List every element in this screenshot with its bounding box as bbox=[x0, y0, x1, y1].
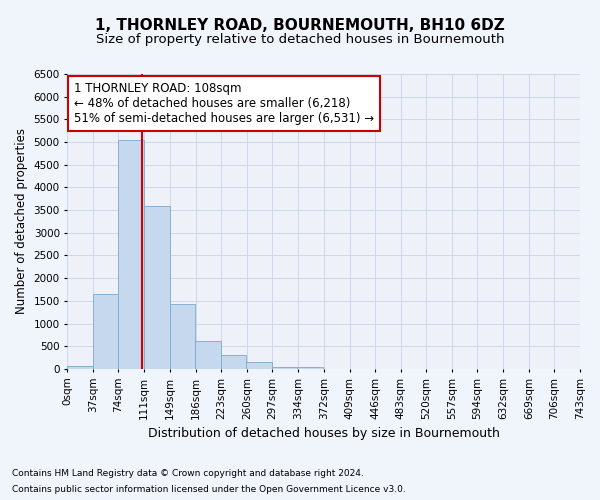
Text: 1 THORNLEY ROAD: 108sqm
← 48% of detached houses are smaller (6,218)
51% of semi: 1 THORNLEY ROAD: 108sqm ← 48% of detache… bbox=[74, 82, 374, 125]
Bar bbox=[170, 304, 195, 369]
Bar bbox=[195, 340, 221, 369]
Text: Size of property relative to detached houses in Bournemouth: Size of property relative to detached ho… bbox=[96, 32, 504, 46]
Text: 1, THORNLEY ROAD, BOURNEMOUTH, BH10 6DZ: 1, THORNLEY ROAD, BOURNEMOUTH, BH10 6DZ bbox=[95, 18, 505, 32]
Bar bbox=[67, 366, 93, 369]
Bar bbox=[221, 356, 246, 369]
Bar bbox=[118, 140, 144, 369]
Bar bbox=[93, 294, 118, 369]
Bar bbox=[246, 362, 272, 369]
Bar bbox=[297, 366, 323, 369]
X-axis label: Distribution of detached houses by size in Bournemouth: Distribution of detached houses by size … bbox=[148, 427, 500, 440]
Bar bbox=[272, 366, 297, 369]
Y-axis label: Number of detached properties: Number of detached properties bbox=[15, 128, 28, 314]
Bar bbox=[144, 206, 170, 369]
Text: Contains public sector information licensed under the Open Government Licence v3: Contains public sector information licen… bbox=[12, 485, 406, 494]
Text: Contains HM Land Registry data © Crown copyright and database right 2024.: Contains HM Land Registry data © Crown c… bbox=[12, 468, 364, 477]
